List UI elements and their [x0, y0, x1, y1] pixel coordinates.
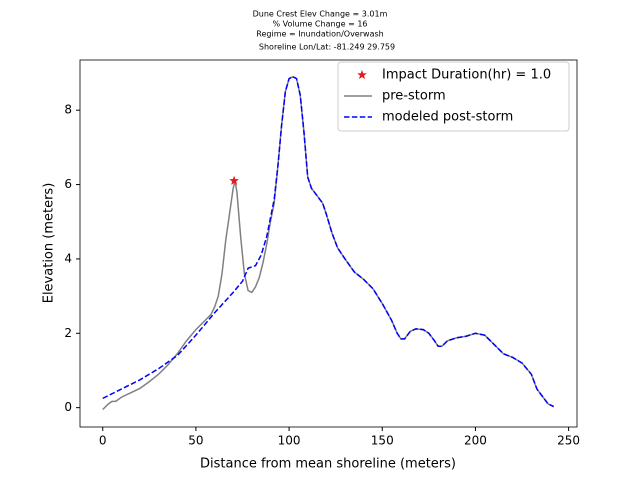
legend-label: Impact Duration(hr) = 1.0	[382, 68, 551, 83]
y-tick-label: 6	[64, 177, 72, 191]
title-line: Regime = Inundation/Overwash	[256, 30, 383, 39]
title-line: Dune Crest Elev Change = 3.01m	[253, 10, 388, 19]
title-line: % Volume Change = 16	[272, 20, 367, 29]
title-line: Shoreline Lon/Lat: -81.249 29.759	[259, 43, 395, 52]
x-tick-label: 150	[371, 434, 394, 448]
y-tick-label: 2	[64, 326, 72, 340]
y-tick-label: 4	[64, 251, 72, 265]
x-tick-label: 200	[464, 434, 487, 448]
legend-label: modeled post-storm	[382, 110, 513, 125]
x-axis-label: Distance from mean shoreline (meters)	[200, 457, 456, 472]
y-axis-label: Elevation (meters)	[42, 183, 57, 304]
x-tick-label: 100	[278, 434, 301, 448]
legend-marker	[356, 69, 368, 80]
legend-label: pre-storm	[382, 89, 446, 104]
impact-marker	[229, 175, 240, 186]
legend-box	[337, 61, 570, 132]
x-tick-label: 0	[99, 434, 107, 448]
x-tick-label: 50	[188, 434, 203, 448]
y-tick-label: 0	[64, 400, 72, 414]
plot-frame	[79, 59, 578, 428]
profile-line	[102, 75, 555, 408]
x-tick-label: 250	[557, 434, 580, 448]
y-tick-label: 8	[64, 103, 72, 117]
